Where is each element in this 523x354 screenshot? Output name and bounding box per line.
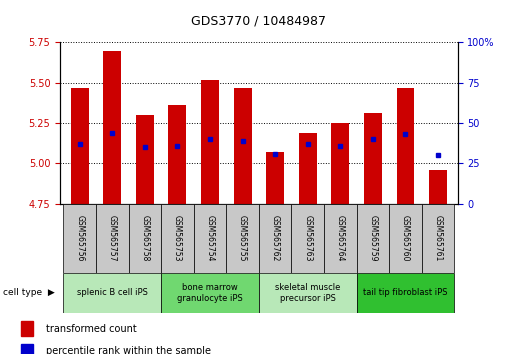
Text: tail tip fibroblast iPS: tail tip fibroblast iPS: [363, 289, 448, 297]
Bar: [20, 321, 33, 336]
Text: GSM565754: GSM565754: [206, 215, 214, 261]
Bar: [364, 113, 382, 204]
Text: transformed count: transformed count: [46, 324, 137, 334]
Bar: [234, 87, 252, 204]
Text: GSM565757: GSM565757: [108, 215, 117, 261]
Text: GDS3770 / 10484987: GDS3770 / 10484987: [191, 14, 326, 27]
Bar: [429, 170, 447, 204]
Bar: [259, 273, 357, 313]
Bar: [96, 204, 129, 273]
Text: skeletal muscle
precursor iPS: skeletal muscle precursor iPS: [275, 283, 340, 303]
Bar: [324, 204, 357, 273]
Text: GSM565761: GSM565761: [434, 215, 442, 261]
Text: splenic B cell iPS: splenic B cell iPS: [77, 289, 147, 297]
Bar: [396, 87, 414, 204]
Bar: [63, 273, 161, 313]
Text: cell type  ▶: cell type ▶: [3, 289, 54, 297]
Bar: [259, 204, 291, 273]
Bar: [194, 204, 226, 273]
Bar: [129, 204, 161, 273]
Bar: [104, 51, 121, 204]
Bar: [168, 105, 186, 204]
Text: GSM565756: GSM565756: [75, 215, 84, 261]
Bar: [63, 204, 96, 273]
Text: percentile rank within the sample: percentile rank within the sample: [46, 346, 211, 354]
Bar: [201, 80, 219, 204]
Bar: [299, 133, 317, 204]
Bar: [266, 152, 284, 204]
Bar: [357, 204, 389, 273]
Bar: [389, 204, 422, 273]
Text: GSM565760: GSM565760: [401, 215, 410, 261]
Text: GSM565764: GSM565764: [336, 215, 345, 261]
Bar: [332, 123, 349, 204]
Text: GSM565753: GSM565753: [173, 215, 182, 261]
Text: bone marrow
granulocyte iPS: bone marrow granulocyte iPS: [177, 283, 243, 303]
Bar: [136, 115, 154, 204]
Bar: [161, 273, 259, 313]
Text: GSM565762: GSM565762: [271, 215, 280, 261]
Text: GSM565759: GSM565759: [368, 215, 378, 261]
Bar: [71, 87, 89, 204]
Bar: [422, 204, 454, 273]
Bar: [161, 204, 194, 273]
Bar: [357, 273, 454, 313]
Bar: [291, 204, 324, 273]
Bar: [226, 204, 259, 273]
Text: GSM565758: GSM565758: [140, 215, 150, 261]
Bar: [20, 343, 33, 354]
Text: GSM565755: GSM565755: [238, 215, 247, 261]
Text: GSM565763: GSM565763: [303, 215, 312, 261]
